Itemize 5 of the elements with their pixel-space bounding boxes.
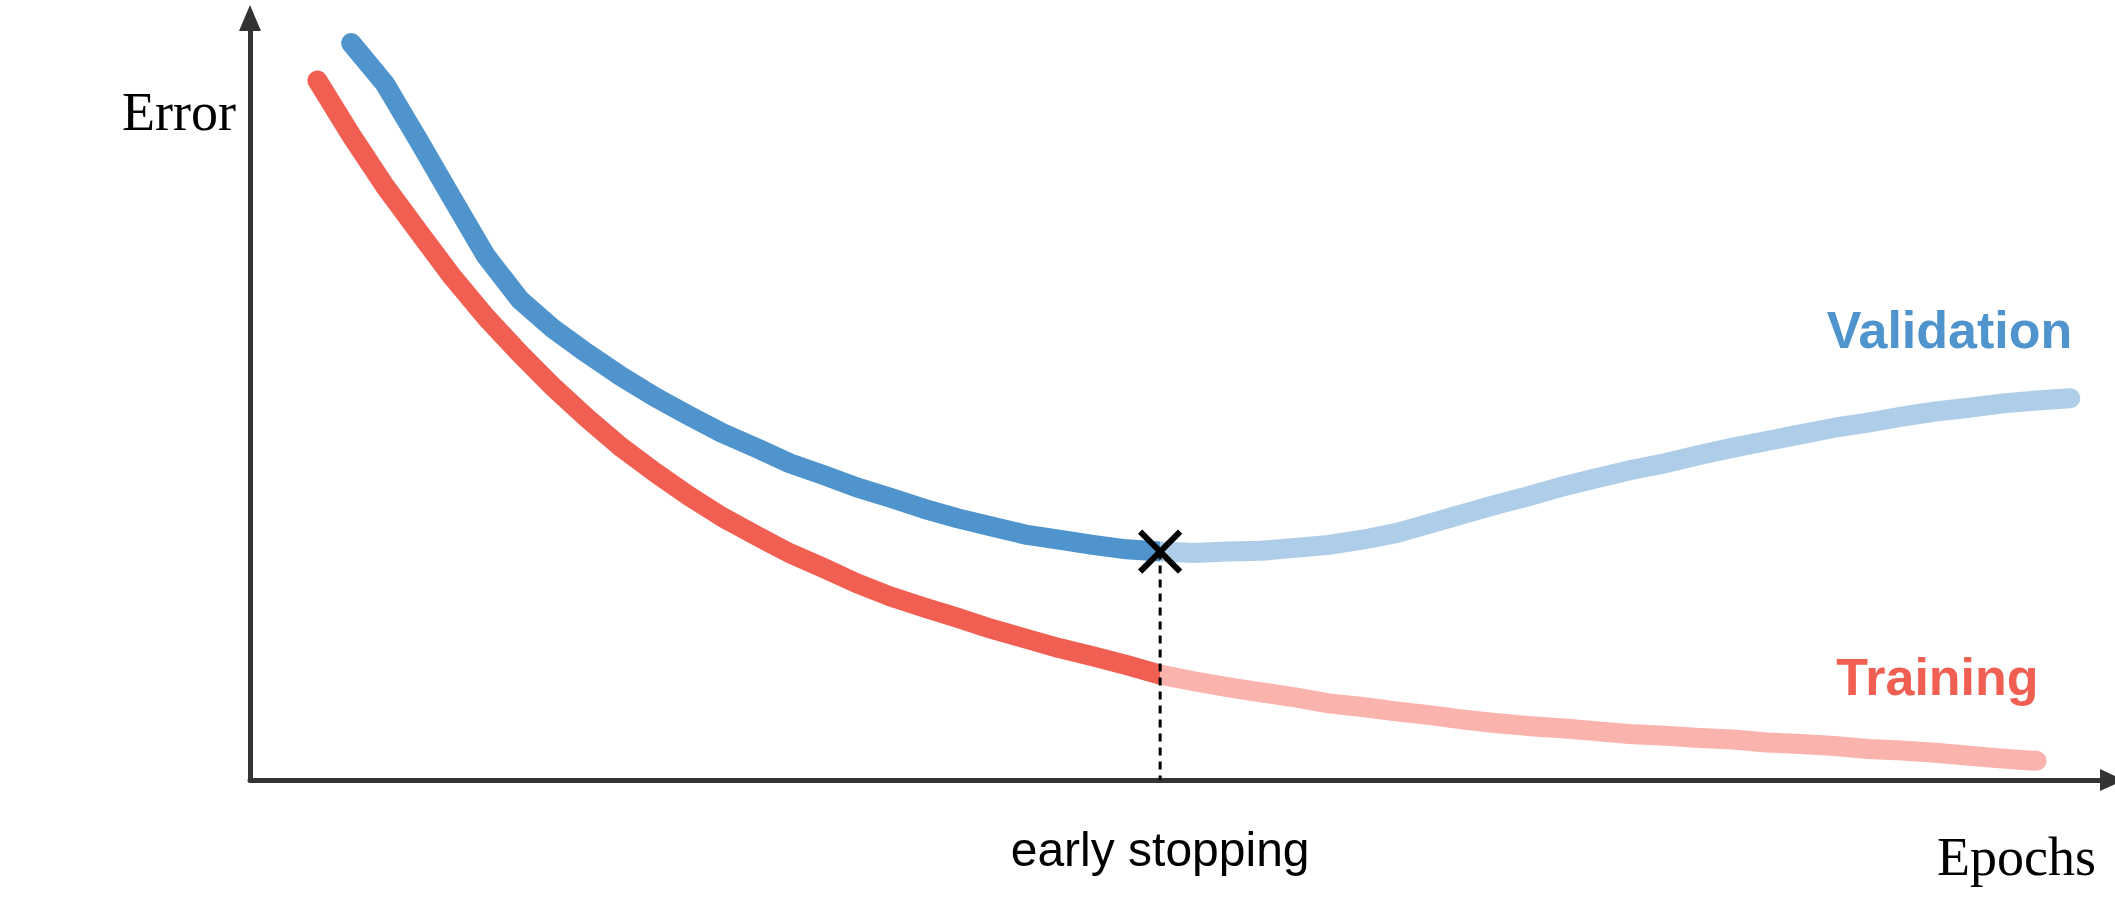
series-label: Validation	[1826, 301, 2073, 360]
x-axis-title: Epochs	[1937, 827, 2096, 887]
series-label: Training	[1836, 647, 2039, 706]
y-axis-title: Error	[122, 82, 237, 142]
text: early stopping	[1010, 823, 1310, 876]
